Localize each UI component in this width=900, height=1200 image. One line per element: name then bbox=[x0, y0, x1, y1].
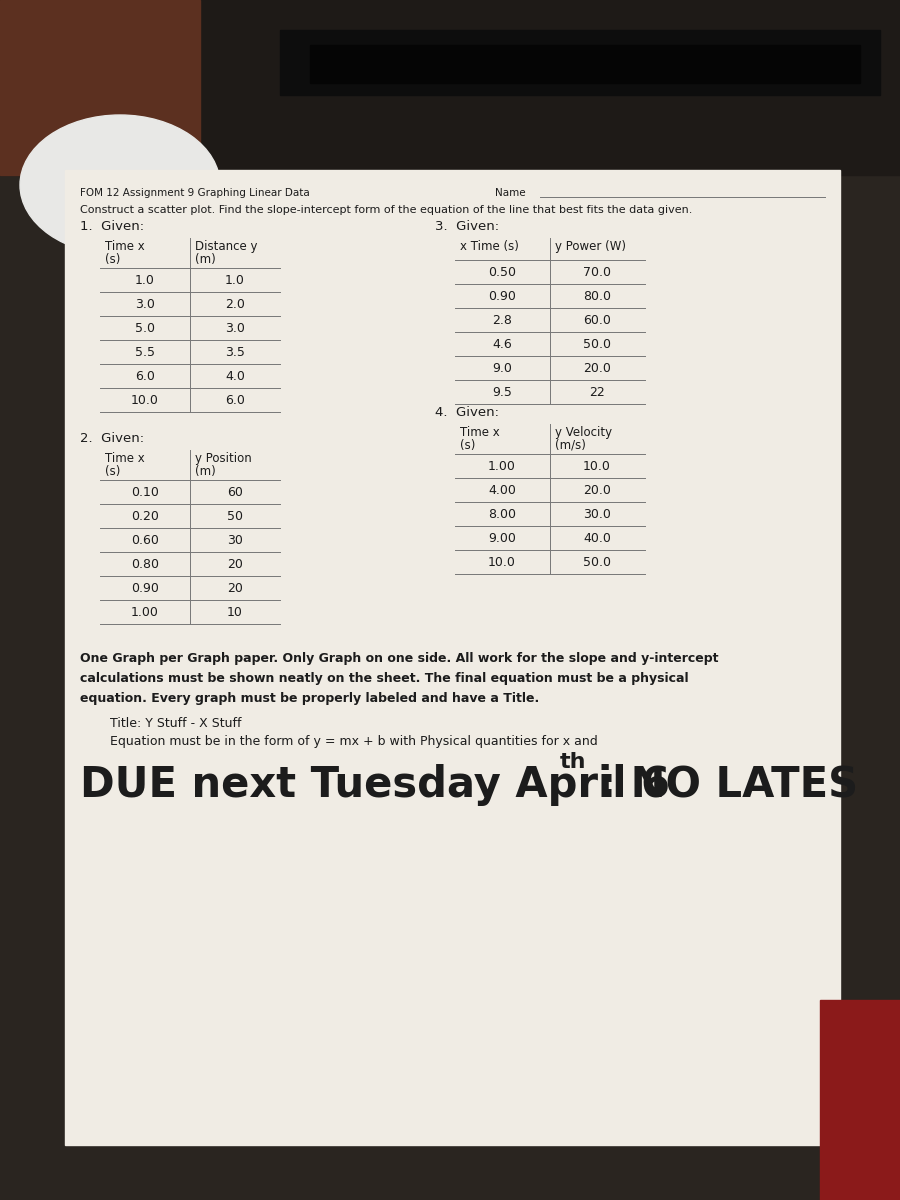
Text: 10.0: 10.0 bbox=[583, 460, 611, 473]
Text: 60.0: 60.0 bbox=[583, 314, 611, 326]
Text: 6.0: 6.0 bbox=[135, 370, 155, 383]
Text: y Velocity: y Velocity bbox=[555, 426, 612, 439]
Text: 2.8: 2.8 bbox=[492, 314, 512, 326]
Text: 0.50: 0.50 bbox=[488, 266, 516, 278]
Text: Distance y: Distance y bbox=[195, 240, 257, 253]
Text: 3.  Given:: 3. Given: bbox=[435, 220, 500, 233]
Text: 50.0: 50.0 bbox=[583, 338, 611, 350]
Text: 4.6: 4.6 bbox=[492, 338, 512, 350]
Text: One Graph per Graph paper. Only Graph on one side. All work for the slope and y-: One Graph per Graph paper. Only Graph on… bbox=[80, 652, 718, 665]
Text: 3.0: 3.0 bbox=[225, 322, 245, 335]
Text: 5.5: 5.5 bbox=[135, 346, 155, 359]
Text: Name: Name bbox=[495, 188, 526, 198]
Bar bbox=[310, 44, 860, 83]
Text: 3.5: 3.5 bbox=[225, 346, 245, 359]
Text: 0.90: 0.90 bbox=[488, 290, 516, 302]
Text: 4.0: 4.0 bbox=[225, 370, 245, 383]
Text: 60: 60 bbox=[227, 486, 243, 499]
Text: 22: 22 bbox=[590, 386, 605, 398]
Bar bbox=[280, 30, 880, 95]
Text: th: th bbox=[560, 752, 587, 772]
Text: 3.0: 3.0 bbox=[135, 298, 155, 311]
Text: 0.90: 0.90 bbox=[131, 582, 159, 595]
Text: 2.0: 2.0 bbox=[225, 298, 245, 311]
Text: 30.0: 30.0 bbox=[583, 508, 611, 521]
Text: 50: 50 bbox=[227, 510, 243, 523]
Text: 40.0: 40.0 bbox=[583, 532, 611, 545]
Text: Time x: Time x bbox=[460, 426, 500, 439]
Text: y Position: y Position bbox=[195, 452, 252, 464]
Text: 70.0: 70.0 bbox=[583, 266, 611, 278]
Bar bbox=[0, 0, 200, 175]
Text: 20: 20 bbox=[227, 558, 243, 571]
Text: 1.  Given:: 1. Given: bbox=[80, 220, 144, 233]
Text: 30: 30 bbox=[227, 534, 243, 547]
Text: 0.10: 0.10 bbox=[131, 486, 159, 499]
Text: 8.00: 8.00 bbox=[488, 508, 516, 521]
Bar bbox=[0, 0, 900, 175]
Text: 1.00: 1.00 bbox=[131, 606, 159, 619]
Text: 1.0: 1.0 bbox=[135, 274, 155, 287]
Text: 5.0: 5.0 bbox=[135, 322, 155, 335]
Text: Equation must be in the form of y = mx + b with Physical quantities for x and: Equation must be in the form of y = mx +… bbox=[110, 734, 598, 748]
Ellipse shape bbox=[20, 115, 220, 254]
Bar bbox=[65, 170, 840, 1145]
Text: (m): (m) bbox=[195, 464, 216, 478]
Text: 4.00: 4.00 bbox=[488, 484, 516, 497]
Text: 9.00: 9.00 bbox=[488, 532, 516, 545]
Text: 0.20: 0.20 bbox=[131, 510, 159, 523]
Text: (s): (s) bbox=[460, 439, 475, 452]
Text: equation. Every graph must be properly labeled and have a Title.: equation. Every graph must be properly l… bbox=[80, 692, 539, 704]
Text: 2.  Given:: 2. Given: bbox=[80, 432, 144, 445]
Text: 6.0: 6.0 bbox=[225, 394, 245, 407]
Text: 9.5: 9.5 bbox=[492, 386, 512, 398]
Text: 9.0: 9.0 bbox=[492, 362, 512, 374]
Text: 10: 10 bbox=[227, 606, 243, 619]
Text: 10.0: 10.0 bbox=[488, 556, 516, 569]
Text: (s): (s) bbox=[105, 464, 121, 478]
Text: 50.0: 50.0 bbox=[583, 556, 611, 569]
Text: x Time (s): x Time (s) bbox=[460, 240, 519, 253]
Text: 4.  Given:: 4. Given: bbox=[435, 406, 499, 419]
Text: DUE next Tuesday April 6: DUE next Tuesday April 6 bbox=[80, 764, 670, 806]
Text: FOM 12 Assignment 9 Graphing Linear Data: FOM 12 Assignment 9 Graphing Linear Data bbox=[80, 188, 310, 198]
Text: (s): (s) bbox=[105, 253, 121, 266]
Text: Construct a scatter plot. Find the slope-intercept form of the equation of the l: Construct a scatter plot. Find the slope… bbox=[80, 205, 692, 215]
Text: Time x: Time x bbox=[105, 240, 145, 253]
Text: 20: 20 bbox=[227, 582, 243, 595]
Bar bbox=[820, 1000, 900, 1200]
Text: : NO LATES: : NO LATES bbox=[585, 764, 858, 806]
Text: 80.0: 80.0 bbox=[583, 290, 611, 302]
Text: 1.0: 1.0 bbox=[225, 274, 245, 287]
Text: 10.0: 10.0 bbox=[131, 394, 159, 407]
Text: Time x: Time x bbox=[105, 452, 145, 464]
Text: 0.80: 0.80 bbox=[131, 558, 159, 571]
Text: 20.0: 20.0 bbox=[583, 484, 611, 497]
Text: y Power (W): y Power (W) bbox=[555, 240, 626, 253]
Text: (m): (m) bbox=[195, 253, 216, 266]
Text: 1.00: 1.00 bbox=[488, 460, 516, 473]
Text: 0.60: 0.60 bbox=[131, 534, 159, 547]
Text: 20.0: 20.0 bbox=[583, 362, 611, 374]
Text: (m/s): (m/s) bbox=[555, 439, 586, 452]
Text: Title: Y Stuff - X Stuff: Title: Y Stuff - X Stuff bbox=[110, 716, 241, 730]
Text: calculations must be shown neatly on the sheet. The final equation must be a phy: calculations must be shown neatly on the… bbox=[80, 672, 689, 685]
